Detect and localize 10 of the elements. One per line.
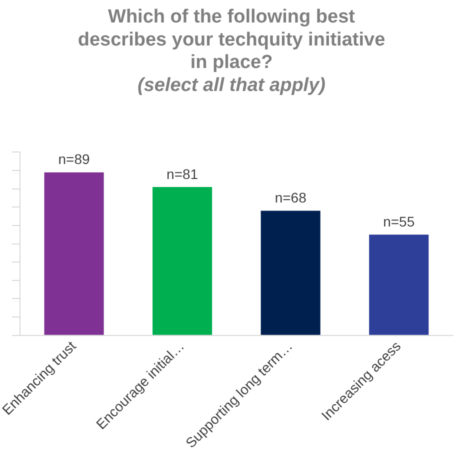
bar [152,186,212,335]
data-label: n=89 [58,151,90,168]
bar [260,210,320,335]
chart-title: Which of the following best describes your techquity initiative in place? [78,6,386,74]
data-label: n=68 [274,190,307,206]
data-label: n=81 [166,166,198,182]
bar [44,172,104,335]
data-label: n=55 [383,213,415,230]
bar [369,234,429,335]
chart-subtitle: (select all that apply) [138,75,326,96]
